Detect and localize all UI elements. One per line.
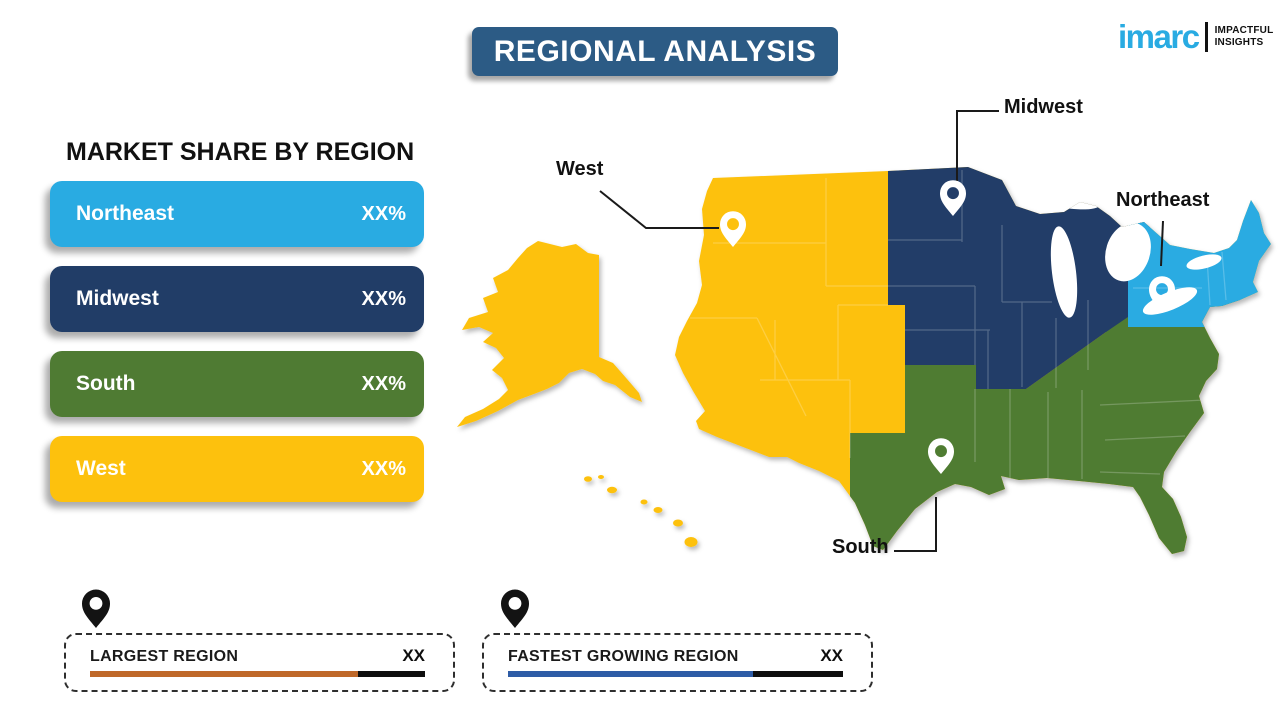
fastest-growing-region-label: FASTEST GROWING REGION: [508, 648, 739, 665]
page-title: REGIONAL ANALYSIS: [493, 34, 817, 68]
share-bar-value: XX%: [361, 202, 406, 225]
share-bar-value: XX%: [361, 372, 406, 395]
map-pin-south: [927, 438, 955, 474]
map-label-west: West: [556, 158, 604, 180]
share-bar-west: West XX%: [50, 436, 424, 502]
logo-tagline-line1: IMPACTFUL: [1214, 24, 1274, 36]
map-pin-northeast: [1148, 276, 1176, 312]
map-label-midwest: Midwest: [1004, 96, 1083, 118]
largest-region-bar-track: [358, 671, 425, 677]
alaska: [457, 241, 642, 427]
share-bar-midwest: Midwest XX%: [50, 266, 424, 332]
callout-lines: [599, 110, 1164, 552]
largest-region-bar: [90, 671, 425, 677]
callout-line-midwest: [956, 110, 999, 181]
lake-ontario: [1186, 254, 1222, 270]
map-pin-west: [719, 211, 747, 247]
lake-huron: [1105, 222, 1151, 282]
share-bar-label: Midwest: [76, 287, 159, 310]
region-northeast: [1128, 167, 1271, 327]
fastest-growing-pin-icon: [501, 589, 529, 628]
market-share-heading: MARKET SHARE BY REGION: [66, 138, 415, 166]
share-bar-label: South: [76, 372, 136, 395]
callout-line-south: [894, 497, 937, 552]
map-label-northeast: Northeast: [1116, 189, 1210, 211]
share-bar-value: XX%: [361, 287, 406, 310]
callout-line-west: [599, 190, 719, 229]
callout-line-northeast: [1160, 220, 1164, 267]
imarc-logo: imarc IMPACTFUL INSIGHTS: [1118, 20, 1273, 53]
largest-region-value: XX: [402, 646, 425, 665]
logo-tagline: IMPACTFUL INSIGHTS: [1215, 25, 1274, 49]
largest-region-bar-fill: [90, 671, 358, 677]
share-bar-label: West: [76, 457, 126, 480]
share-bar-label: Northeast: [76, 202, 175, 225]
fastest-growing-region-bar-track: [752, 671, 843, 677]
hawaii: [584, 475, 698, 547]
largest-region-pin-icon: [82, 589, 110, 628]
state-borders: [690, 170, 1227, 479]
share-bar-south: South XX%: [50, 351, 424, 417]
lake-michigan: [1050, 226, 1078, 318]
logo-divider: [1204, 21, 1208, 52]
map-pins: [719, 180, 1176, 474]
logo-tagline-line2: INSIGHTS: [1214, 36, 1264, 48]
fastest-growing-region-card: FASTEST GROWING REGION XX: [482, 633, 873, 692]
share-bar-northeast: Northeast XX%: [50, 181, 424, 247]
fastest-growing-region-bar: [508, 671, 843, 677]
fastest-growing-region-value: XX: [820, 646, 843, 665]
title-banner: REGIONAL ANALYSIS: [472, 27, 838, 76]
largest-region-card: LARGEST REGION XX: [64, 633, 455, 692]
imarc-wordmark: imarc: [1118, 18, 1200, 55]
map-label-south: South: [832, 536, 889, 558]
largest-region-label: LARGEST REGION: [90, 648, 239, 665]
share-bar-value: XX%: [361, 457, 406, 480]
map-pin-midwest: [939, 180, 967, 216]
fastest-growing-region-bar-fill: [508, 671, 753, 677]
market-share-list: Northeast XX% Midwest XX% South XX% West…: [50, 181, 424, 521]
